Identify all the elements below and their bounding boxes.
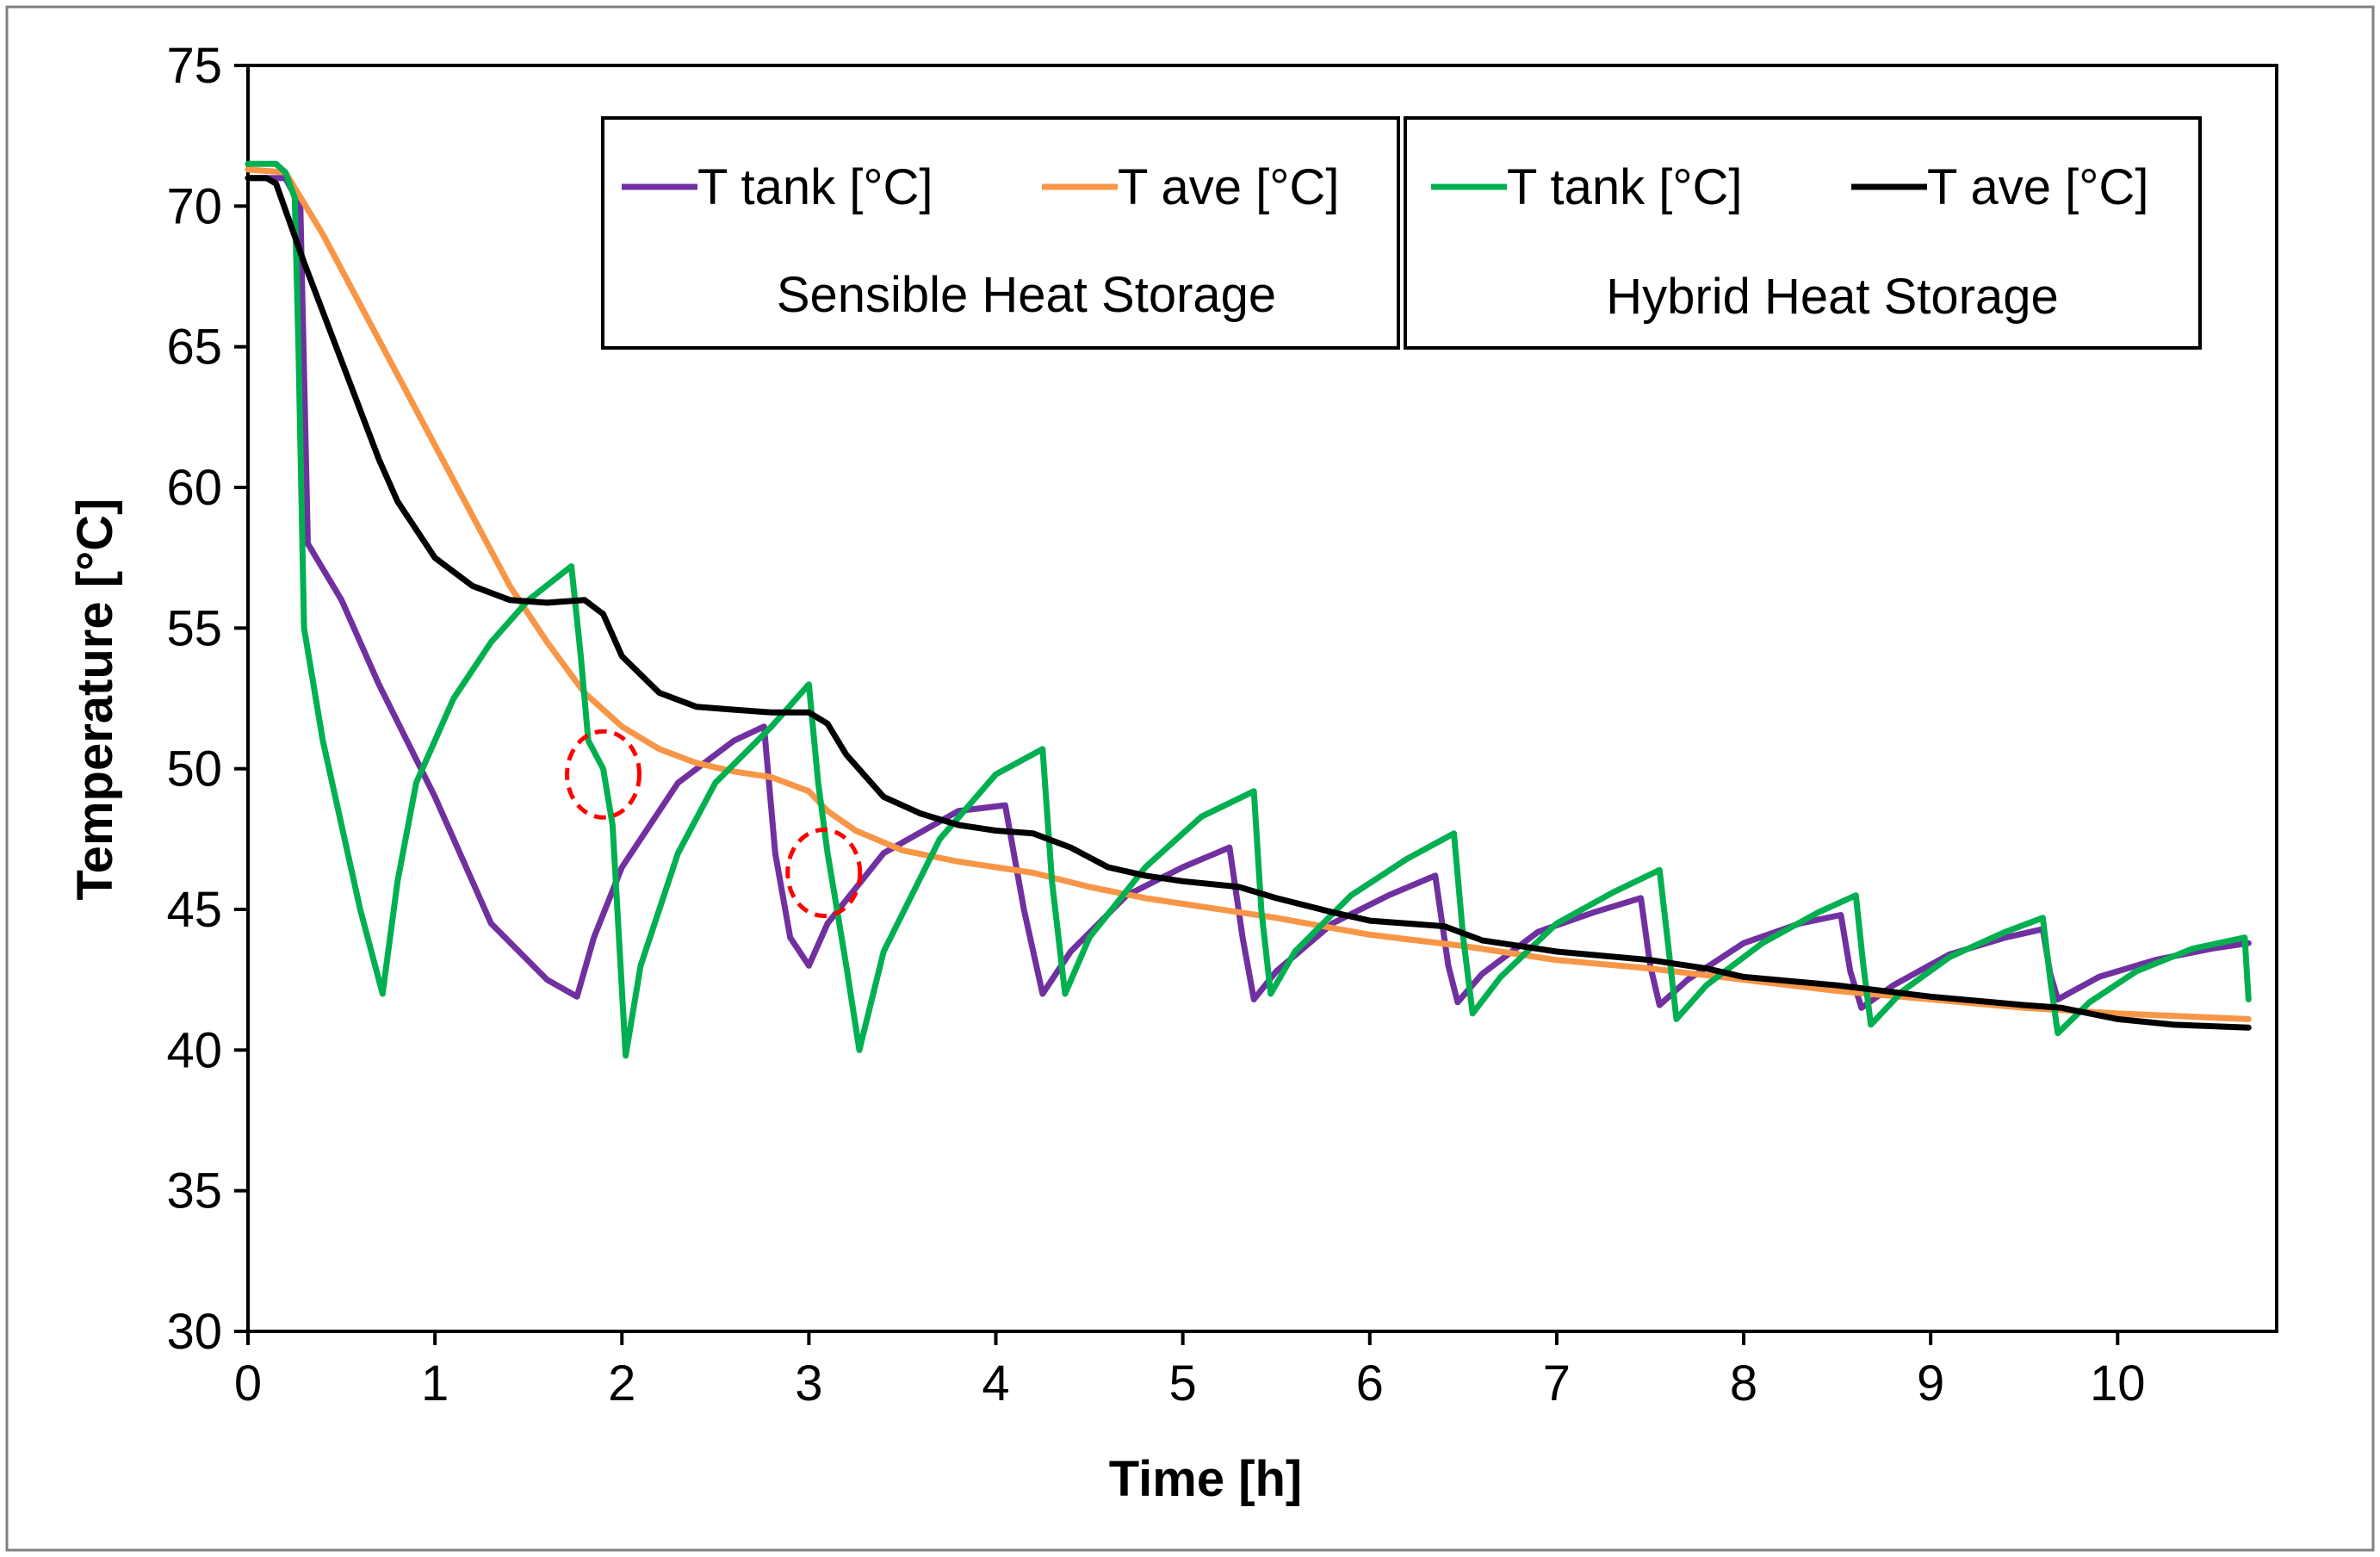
- x-axis: 0 1 2 3 4 5 6 7 8 9 10: [234, 1331, 2146, 1411]
- y-tick-label: 45: [166, 882, 222, 938]
- y-tick-label: 60: [166, 460, 222, 516]
- x-tick-label: 5: [1169, 1355, 1197, 1411]
- annotation-circle-1: [565, 729, 642, 820]
- x-tick-label: 2: [608, 1355, 635, 1411]
- y-tick-label: 40: [166, 1022, 222, 1078]
- x-tick-label: 0: [234, 1355, 262, 1411]
- legend-box-hybrid: [1404, 116, 2202, 350]
- y-tick-label: 30: [166, 1304, 222, 1360]
- x-tick-label: 4: [982, 1355, 1009, 1411]
- x-tick-label: 10: [2090, 1355, 2146, 1411]
- y-tick-label: 55: [166, 600, 222, 656]
- legend-label-sensible-ave: T ave [°C]: [1118, 159, 1339, 215]
- y-tick-label: 50: [166, 741, 222, 797]
- legend: T tank [°C] T ave [°C] Sensible Heat Sto…: [601, 116, 2202, 350]
- legend-box-sensible: [601, 116, 1400, 350]
- legend-label-hybrid-tank: T tank [°C]: [1507, 159, 1743, 215]
- y-axis: 30 35 40 45 50 55 60 65 70 75: [166, 38, 248, 1360]
- series-line-hybrid-heat-storage-t-tank-c: [245, 160, 2252, 1059]
- x-tick-label: 3: [795, 1355, 822, 1411]
- x-tick-label: 9: [1917, 1355, 1944, 1411]
- x-axis-title: Time [h]: [1109, 1451, 1303, 1507]
- y-tick-label: 75: [166, 38, 222, 94]
- annotations-group: [565, 729, 863, 919]
- x-tick-label: 8: [1730, 1355, 1757, 1411]
- series-line-hybrid-heat-storage-t-ave-c: [245, 175, 2252, 1031]
- x-tick-label: 1: [421, 1355, 449, 1411]
- x-tick-label: 6: [1356, 1355, 1384, 1411]
- series-group: [245, 160, 2252, 1059]
- legend-caption-sensible: Sensible Heat Storage: [777, 267, 1276, 323]
- legend-label-hybrid-ave: T ave [°C]: [1927, 159, 2148, 215]
- legend-caption-hybrid: Hybrid Heat Storage: [1606, 269, 2058, 325]
- y-axis-title: Temperature [°C]: [67, 499, 123, 901]
- series-line-sensible-heat-storage-t-ave-c: [245, 166, 2252, 1022]
- y-tick-label: 65: [166, 319, 222, 375]
- x-tick-label: 7: [1543, 1355, 1571, 1411]
- legend-label-sensible-tank: T tank [°C]: [697, 159, 933, 215]
- y-tick-label: 35: [166, 1163, 222, 1219]
- annotation-circle-2: [785, 828, 863, 919]
- y-tick-label: 70: [166, 178, 222, 234]
